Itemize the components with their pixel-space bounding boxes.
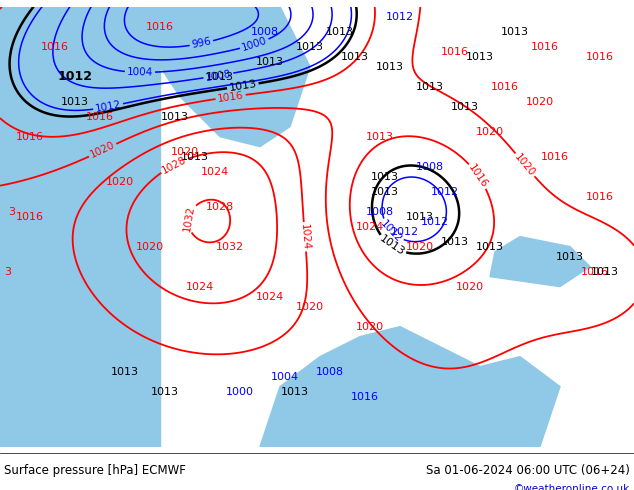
Text: 1020: 1020 — [136, 242, 164, 252]
Text: 1012: 1012 — [431, 187, 459, 196]
Text: 1013: 1013 — [366, 132, 394, 142]
Text: 1020: 1020 — [513, 152, 537, 178]
Text: 1013: 1013 — [377, 234, 406, 258]
Text: 1008: 1008 — [316, 367, 344, 377]
Text: 1016: 1016 — [146, 22, 174, 32]
Text: 1016: 1016 — [16, 212, 44, 221]
Text: 1028: 1028 — [160, 154, 188, 175]
Text: 1013: 1013 — [181, 151, 209, 162]
Text: 1016: 1016 — [441, 47, 469, 57]
Text: 1020: 1020 — [356, 321, 384, 332]
Text: Sa 01-06-2024 06:00 UTC (06+24): Sa 01-06-2024 06:00 UTC (06+24) — [426, 464, 630, 477]
Text: 1016: 1016 — [541, 151, 569, 162]
Text: 1013: 1013 — [256, 57, 284, 67]
Text: 1013: 1013 — [406, 212, 434, 221]
Text: 1013: 1013 — [451, 101, 479, 112]
Text: 3: 3 — [4, 267, 11, 277]
Text: 1024: 1024 — [186, 282, 214, 292]
Text: 1016: 1016 — [491, 82, 519, 92]
Text: 1032: 1032 — [181, 204, 196, 232]
Text: 1013: 1013 — [281, 387, 309, 396]
Text: 1013: 1013 — [466, 51, 494, 62]
Text: 1020: 1020 — [526, 97, 554, 107]
Polygon shape — [260, 327, 560, 446]
Text: 1004: 1004 — [271, 371, 299, 382]
Text: 1016: 1016 — [586, 51, 614, 62]
Text: 1013: 1013 — [161, 112, 189, 122]
Text: 1013: 1013 — [416, 82, 444, 92]
Text: 1013: 1013 — [501, 26, 529, 37]
Text: 1012: 1012 — [58, 70, 93, 83]
Text: 1000: 1000 — [226, 387, 254, 396]
Text: 1013: 1013 — [206, 72, 234, 82]
Text: 1024: 1024 — [356, 221, 384, 232]
Text: 1012: 1012 — [391, 226, 419, 237]
Text: 1020: 1020 — [171, 147, 199, 157]
Text: 1013: 1013 — [376, 62, 404, 72]
Text: 1012: 1012 — [94, 99, 122, 114]
Text: 1008: 1008 — [366, 207, 394, 217]
Polygon shape — [490, 237, 590, 287]
Text: 1013: 1013 — [441, 237, 469, 246]
Text: 1016: 1016 — [586, 192, 614, 201]
Text: 996: 996 — [191, 36, 212, 50]
Polygon shape — [160, 7, 310, 147]
Text: 1024: 1024 — [256, 292, 284, 302]
Text: 1013: 1013 — [556, 252, 584, 262]
Text: 1013: 1013 — [326, 26, 354, 37]
Text: 1016: 1016 — [86, 112, 114, 122]
Text: 1020: 1020 — [406, 242, 434, 252]
Text: 1012: 1012 — [421, 217, 449, 226]
Bar — [0, 7, 160, 446]
Text: 1032: 1032 — [216, 242, 244, 252]
Text: 3: 3 — [8, 207, 15, 217]
Text: 1016: 1016 — [467, 162, 490, 190]
Text: 1020: 1020 — [106, 176, 134, 187]
Text: 1008: 1008 — [251, 26, 279, 37]
Text: 1008: 1008 — [205, 69, 232, 82]
Text: 1016: 1016 — [16, 132, 44, 142]
Text: 1013: 1013 — [111, 367, 139, 377]
Text: 1020: 1020 — [456, 282, 484, 292]
Text: 1013: 1013 — [591, 267, 619, 277]
Text: 1013: 1013 — [476, 242, 504, 252]
Text: 1000: 1000 — [240, 35, 268, 53]
Text: 1020: 1020 — [89, 140, 117, 160]
Text: 1013: 1013 — [296, 42, 324, 51]
Text: 1004: 1004 — [127, 67, 153, 77]
Text: 1016: 1016 — [41, 42, 69, 51]
Text: 1013: 1013 — [341, 51, 369, 62]
Text: 1013: 1013 — [151, 387, 179, 396]
Text: Surface pressure [hPa] ECMWF: Surface pressure [hPa] ECMWF — [4, 464, 186, 477]
Text: 1013: 1013 — [61, 97, 89, 107]
Text: ©weatheronline.co.uk: ©weatheronline.co.uk — [514, 484, 630, 490]
Text: 1013: 1013 — [371, 172, 399, 182]
Text: 1020: 1020 — [476, 126, 504, 137]
Text: 1024: 1024 — [299, 223, 311, 250]
Text: 1016: 1016 — [531, 42, 559, 51]
Text: 1016: 1016 — [217, 90, 244, 103]
Text: 1016: 1016 — [351, 392, 379, 402]
Text: 1016: 1016 — [581, 267, 609, 277]
Text: 1012: 1012 — [378, 218, 404, 244]
Text: 1013: 1013 — [371, 187, 399, 196]
Text: 1012: 1012 — [386, 12, 414, 22]
Text: 1008: 1008 — [416, 162, 444, 172]
Text: 1013: 1013 — [228, 79, 257, 93]
Text: 1024: 1024 — [201, 167, 229, 176]
Text: 1028: 1028 — [206, 201, 234, 212]
Text: 1020: 1020 — [296, 302, 324, 312]
